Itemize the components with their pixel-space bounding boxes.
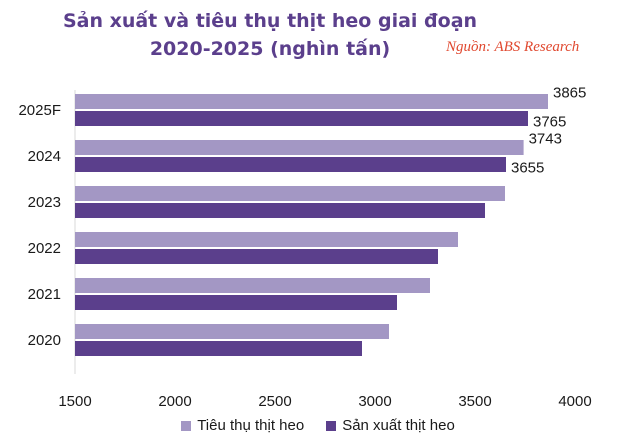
bar-2024-series-1 <box>75 157 506 172</box>
category-label-2025f: 2025F <box>18 102 61 119</box>
data-label-2025f-series-1: 3765 <box>533 114 566 131</box>
x-tick-label-4000: 4000 <box>558 393 591 410</box>
bar-2022-series-0 <box>75 232 458 247</box>
bar-2020-series-0 <box>75 324 389 339</box>
chart-legend: Tiêu thụ thịt heo Sản xuất thịt heo <box>0 417 636 434</box>
bar-2025f-series-1 <box>75 111 528 126</box>
category-label-2023: 2023 <box>28 194 61 211</box>
source-note: Nguồn: ABS Research <box>446 39 580 55</box>
legend-item-production: Sản xuất thịt heo <box>326 417 455 434</box>
legend-swatch-production <box>326 420 337 431</box>
legend-label-production: Sản xuất thịt heo <box>342 417 455 434</box>
legend-item-consumption: Tiêu thụ thịt heo <box>181 417 304 434</box>
bar-2025f-series-0 <box>75 94 548 109</box>
category-label-2024: 2024 <box>28 148 61 165</box>
x-tick-label-3000: 3000 <box>358 393 391 410</box>
bar-2023-series-0 <box>75 186 505 201</box>
bar-2024-series-0 <box>75 140 524 155</box>
chart-title-line1: Sản xuất và tiêu thụ thịt heo giai đoạn <box>62 10 478 32</box>
bar-2022-series-1 <box>75 249 438 264</box>
category-label-2020: 2020 <box>28 332 61 349</box>
data-label-2025f-series-0: 3865 <box>553 85 586 102</box>
x-tick-label-2000: 2000 <box>158 393 191 410</box>
legend-swatch-consumption <box>181 420 192 431</box>
legend-label-consumption: Tiêu thụ thịt heo <box>197 417 305 434</box>
x-tick-label-2500: 2500 <box>258 393 291 410</box>
bar-2020-series-1 <box>75 341 362 356</box>
bar-2021-series-0 <box>75 278 430 293</box>
category-label-2022: 2022 <box>28 240 61 257</box>
bar-2021-series-1 <box>75 295 397 310</box>
bar-2023-series-1 <box>75 203 485 218</box>
data-label-2024-series-1: 3655 <box>511 160 544 177</box>
chart-title-line2: 2020-2025 (nghìn tấn) <box>149 38 391 60</box>
x-tick-label-1500: 1500 <box>58 393 91 410</box>
x-tick-label-3500: 3500 <box>458 393 491 410</box>
category-label-2021: 2021 <box>28 286 61 303</box>
data-label-2024-series-0: 3743 <box>529 131 562 148</box>
